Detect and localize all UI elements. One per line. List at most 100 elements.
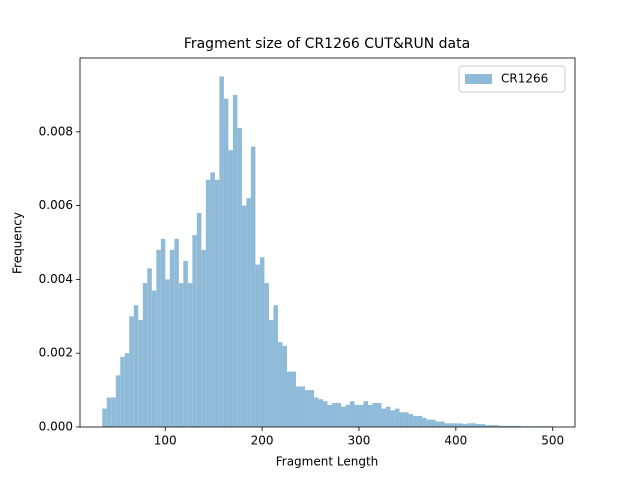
- bar: [214, 179, 220, 427]
- x-tick-label: 300: [348, 434, 371, 448]
- legend-box: [458, 65, 566, 93]
- bar: [332, 403, 337, 427]
- bar: [300, 386, 305, 427]
- bar: [498, 425, 504, 427]
- y-tick-label: 0.006: [39, 198, 73, 212]
- bar: [408, 414, 414, 427]
- bar: [313, 397, 319, 427]
- y-tick-label: 0.008: [39, 124, 73, 138]
- bar: [354, 404, 360, 427]
- bar: [277, 342, 283, 427]
- bar: [476, 424, 481, 427]
- bar: [435, 421, 441, 427]
- bar: [462, 424, 468, 427]
- x-tick-label: 200: [251, 434, 274, 448]
- bar: [156, 249, 161, 427]
- bar: [111, 397, 116, 427]
- bar: [187, 283, 193, 427]
- y-tick-label: 0.004: [39, 272, 73, 286]
- bar: [250, 146, 256, 427]
- bar: [377, 403, 382, 427]
- y-tick-label: 0.000: [39, 420, 73, 434]
- bar: [399, 412, 405, 427]
- bar: [205, 179, 211, 427]
- bar: [516, 425, 522, 427]
- bar: [458, 423, 463, 427]
- bar: [228, 150, 233, 427]
- bar: [453, 423, 459, 427]
- bar: [422, 417, 427, 427]
- bar: [341, 406, 346, 427]
- bar: [318, 399, 323, 427]
- bar: [304, 390, 310, 427]
- bar: [268, 319, 274, 427]
- bar: [286, 371, 292, 427]
- x-axis-label: Fragment Length: [276, 455, 379, 469]
- legend-swatch: [465, 74, 492, 84]
- bar: [295, 386, 301, 427]
- bar: [196, 212, 202, 427]
- bar: [336, 403, 342, 427]
- x-tick-label: 100: [154, 434, 177, 448]
- bar: [241, 205, 247, 427]
- bar: [512, 425, 517, 427]
- bar: [210, 172, 215, 427]
- bar: [219, 76, 224, 427]
- bar: [507, 425, 513, 427]
- bar: [124, 353, 130, 427]
- bar: [192, 235, 197, 427]
- bar: [147, 268, 152, 427]
- x-tick-label: 500: [541, 434, 564, 448]
- bar: [327, 404, 333, 427]
- bar: [404, 412, 409, 427]
- bar: [345, 404, 351, 427]
- bar: [372, 403, 378, 427]
- bar: [291, 371, 296, 427]
- bar: [413, 415, 418, 427]
- bar: [359, 404, 364, 427]
- plot-frame: [79, 57, 576, 428]
- bar: [232, 94, 238, 428]
- legend-label: CR1266: [501, 72, 548, 86]
- bar: [237, 128, 242, 428]
- bar: [273, 305, 278, 427]
- y-axis-label: Frequency: [11, 212, 25, 274]
- y-tick-label: 0.002: [39, 346, 73, 360]
- bar: [485, 425, 490, 427]
- bar: [417, 415, 423, 427]
- bar: [120, 356, 125, 427]
- bar: [503, 425, 508, 427]
- bar: [178, 283, 184, 427]
- bar: [255, 264, 260, 427]
- bar: [489, 425, 495, 427]
- bar: [467, 423, 472, 427]
- bar: [444, 423, 450, 427]
- bar: [151, 290, 157, 427]
- bar: [368, 404, 373, 427]
- bar: [322, 401, 328, 427]
- x-tick-label: 400: [444, 434, 467, 448]
- bar: [480, 424, 486, 427]
- bar: [494, 425, 499, 427]
- chart-title: Fragment size of CR1266 CUT&RUN data: [184, 36, 470, 52]
- bar: [440, 421, 445, 427]
- bar: [183, 260, 188, 427]
- bar: [390, 410, 396, 427]
- bar: [160, 238, 166, 427]
- bar: [309, 390, 314, 427]
- bar: [259, 257, 265, 427]
- bar: [223, 98, 229, 427]
- bar: [471, 423, 477, 427]
- bar: [264, 283, 269, 427]
- bar: [129, 316, 134, 427]
- bar: [142, 283, 148, 427]
- bar: [174, 238, 179, 427]
- bar: [381, 408, 387, 427]
- bar: [395, 408, 400, 427]
- bar: [201, 249, 206, 427]
- bar: [350, 401, 355, 427]
- bar: [133, 305, 139, 427]
- bar: [386, 406, 391, 427]
- bar: [282, 345, 287, 427]
